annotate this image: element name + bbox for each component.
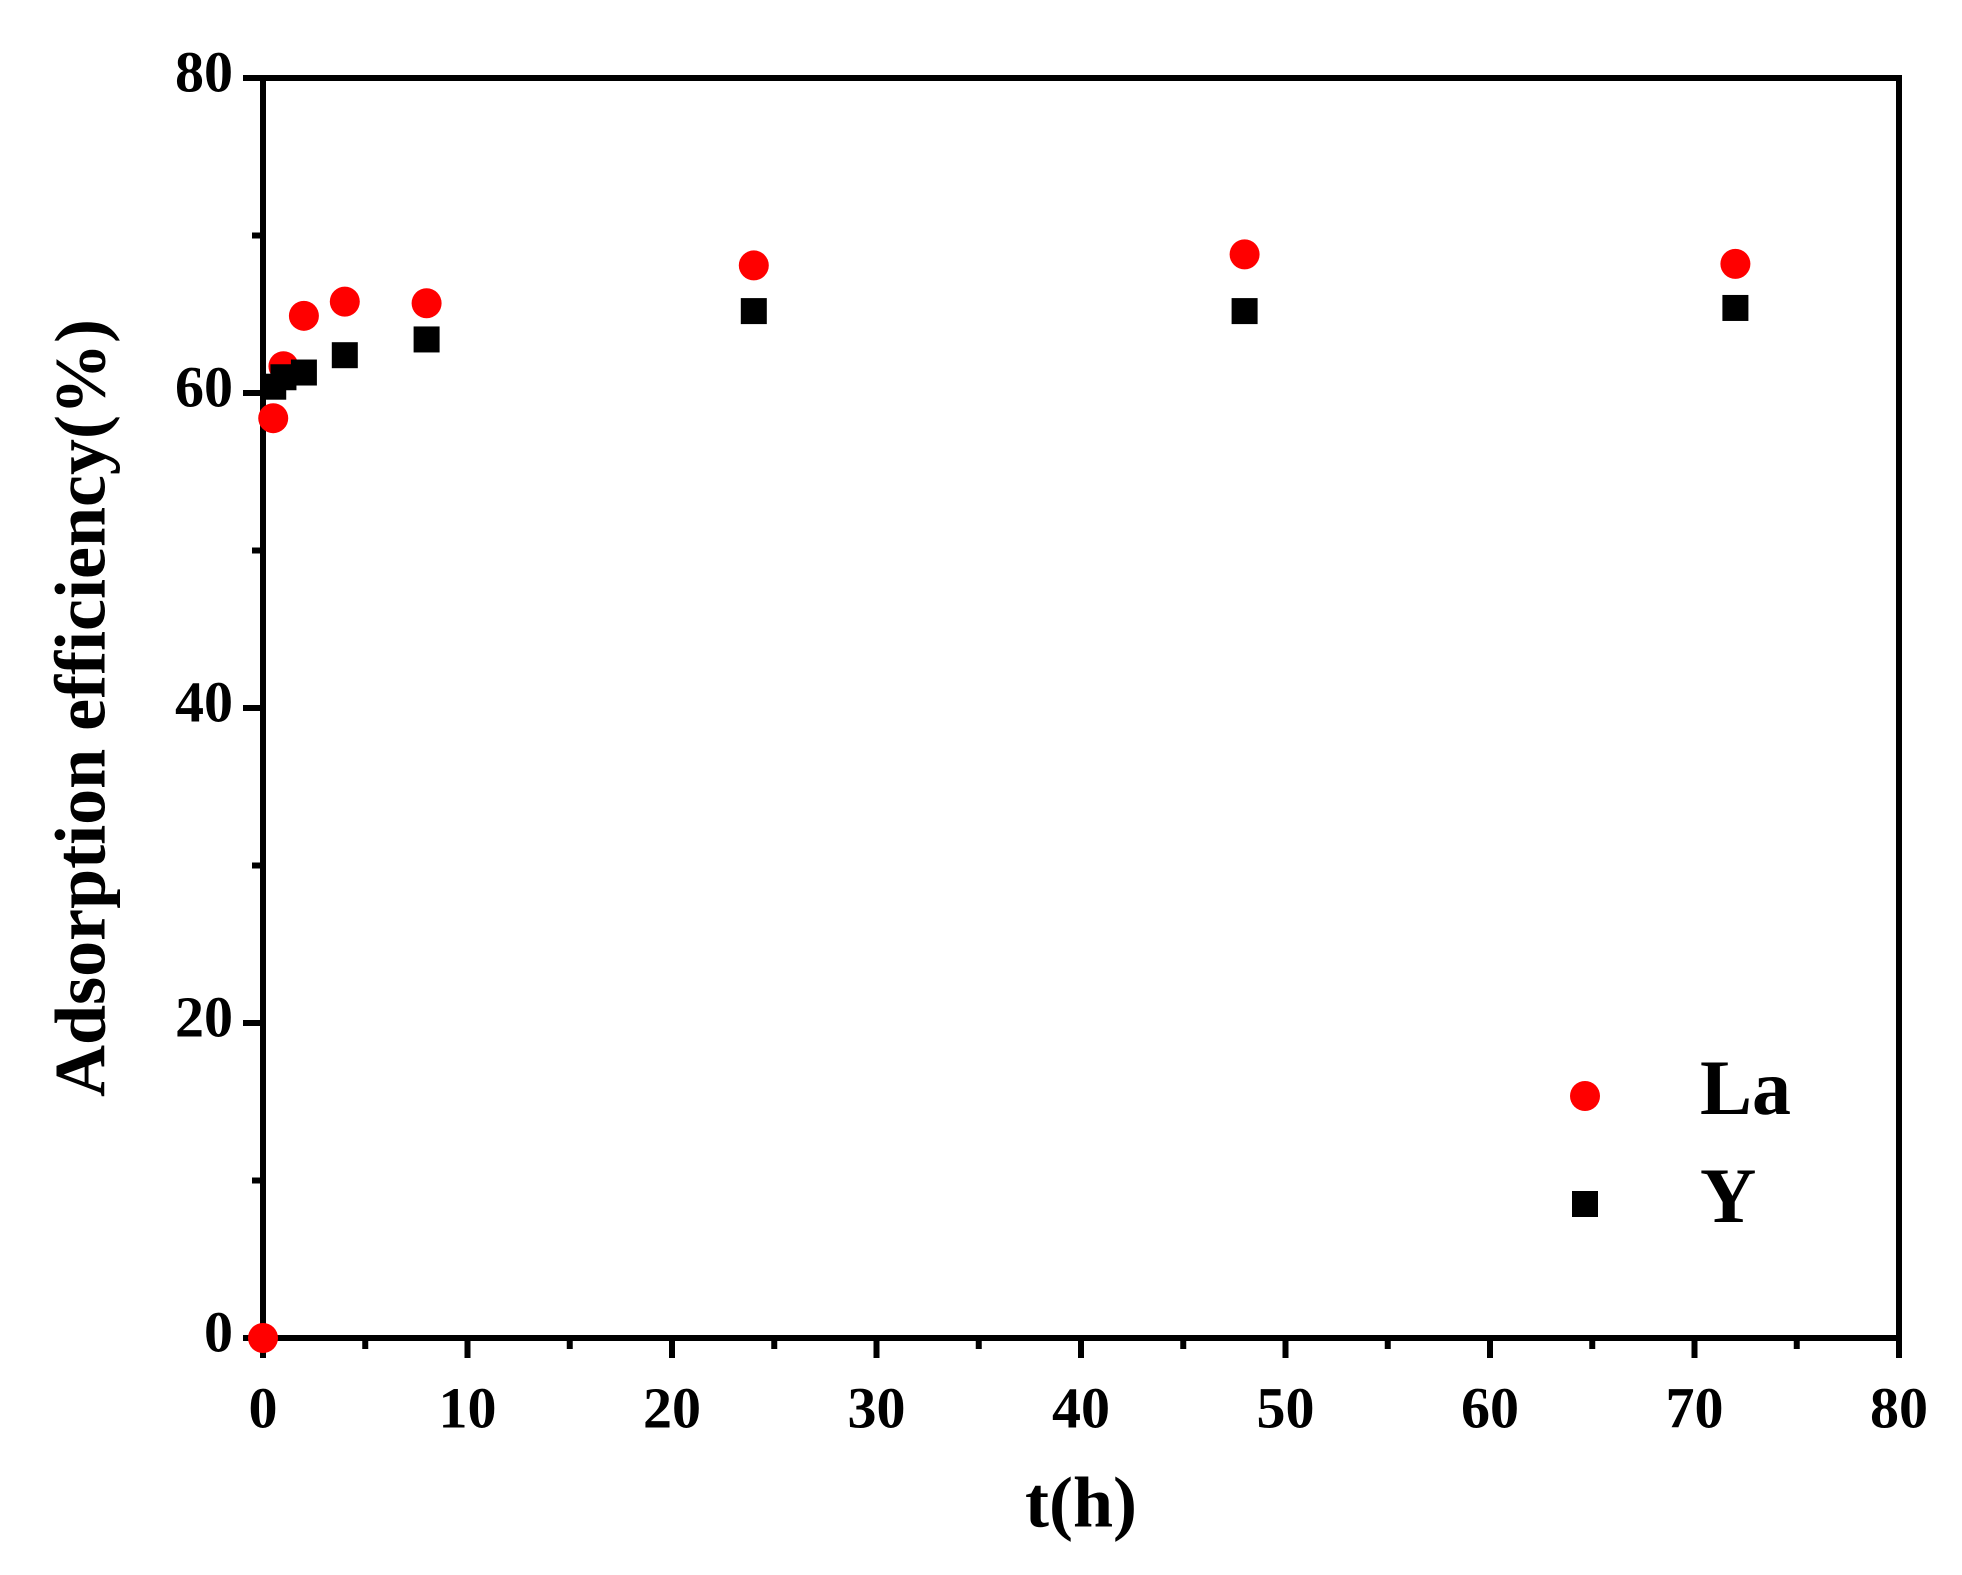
plot-frame bbox=[260, 75, 1902, 1341]
x-tick-label: 50 bbox=[1257, 1375, 1315, 1440]
point bbox=[258, 403, 289, 434]
x-tick-label: 10 bbox=[439, 1375, 497, 1440]
x-tick-label: 0 bbox=[249, 1375, 278, 1440]
point bbox=[740, 298, 767, 325]
x-tick-label: 40 bbox=[1052, 1375, 1110, 1440]
point bbox=[411, 288, 442, 319]
x-tick-label: 70 bbox=[1666, 1375, 1724, 1440]
x-tick-label: 60 bbox=[1461, 1375, 1519, 1440]
point bbox=[1720, 248, 1751, 279]
point bbox=[290, 359, 317, 386]
y-tick-label: 60 bbox=[175, 354, 233, 419]
point bbox=[288, 300, 319, 331]
legend-label: Y bbox=[1700, 1152, 1756, 1239]
point bbox=[331, 342, 358, 369]
point bbox=[1722, 294, 1749, 321]
y-tick-label: 0 bbox=[204, 1299, 233, 1364]
y-axis-title: Adsorption efficiency(%) bbox=[41, 319, 121, 1097]
point bbox=[329, 286, 360, 317]
x-axis-title: t(h) bbox=[1025, 1463, 1137, 1543]
y-tick-label: 40 bbox=[175, 669, 233, 734]
point bbox=[1229, 239, 1260, 270]
legend-marker bbox=[1570, 1081, 1600, 1111]
point bbox=[413, 326, 440, 353]
point bbox=[248, 1323, 278, 1353]
legend-marker bbox=[1572, 1191, 1598, 1217]
x-tick-label: 80 bbox=[1870, 1375, 1928, 1440]
y-tick-label: 20 bbox=[175, 984, 233, 1049]
legend-label: La bbox=[1700, 1044, 1791, 1131]
y-tick-label: 80 bbox=[175, 39, 233, 104]
x-tick-label: 30 bbox=[848, 1375, 906, 1440]
x-tick-label: 20 bbox=[643, 1375, 701, 1440]
point bbox=[738, 250, 769, 281]
point bbox=[1231, 298, 1258, 325]
